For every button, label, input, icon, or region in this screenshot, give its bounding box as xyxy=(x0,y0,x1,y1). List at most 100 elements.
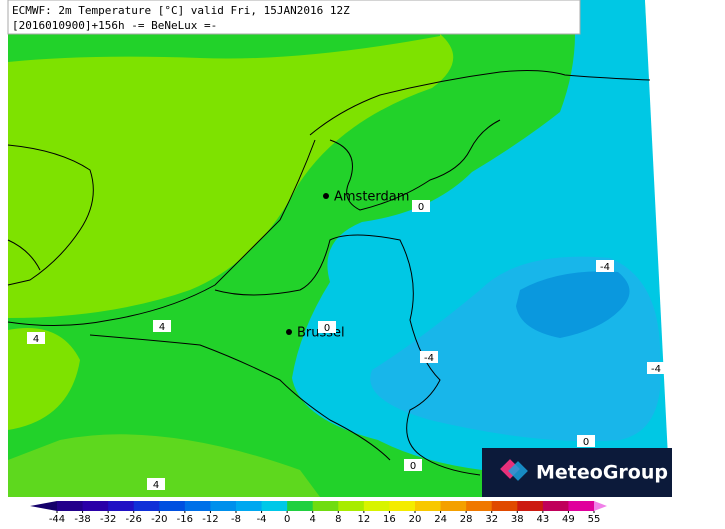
colorbar-tick-label: 16 xyxy=(383,514,396,525)
contour-label: 0 xyxy=(404,459,422,472)
colorbar-segment xyxy=(517,501,544,511)
contour-label-text: 0 xyxy=(410,461,416,472)
border xyxy=(89,334,391,461)
logo-text: MeteoGroup xyxy=(536,462,668,484)
zone-warm-north xyxy=(8,34,453,312)
city-label: Amsterdam xyxy=(334,190,409,205)
contour-label: -4 xyxy=(647,362,665,375)
coastline xyxy=(309,70,651,136)
colorbar-segment xyxy=(415,501,442,511)
temperature-field xyxy=(8,0,725,497)
city-dot xyxy=(286,329,292,335)
colorbar-segment xyxy=(82,501,109,511)
colorbar-segment xyxy=(210,501,237,511)
colorbar-tick-label: 8 xyxy=(335,514,341,525)
contour-label: 4 xyxy=(147,478,165,491)
colorbar-segment xyxy=(363,501,390,511)
header-title: ECMWF: 2m Temperature [°C] valid Fri, 15… xyxy=(12,4,350,17)
coastlines xyxy=(7,70,651,476)
contour-label-text: 4 xyxy=(159,322,165,333)
colorbar-tick-label: -16 xyxy=(177,514,193,525)
colorbar-segment xyxy=(261,501,288,511)
zone-warm-south xyxy=(8,434,320,497)
colorbar-segment xyxy=(57,501,84,511)
contour-label-box xyxy=(412,200,430,212)
colorbar-tick-label: 49 xyxy=(562,514,575,525)
zone-coldest xyxy=(516,271,630,338)
colorbar-tick-label: 43 xyxy=(536,514,549,525)
colorbar-segment xyxy=(568,501,595,511)
colorbar-segment xyxy=(312,501,339,511)
colorbar-arrow-right xyxy=(594,501,607,511)
logo-icon xyxy=(500,459,528,481)
contour-label-text: 4 xyxy=(153,480,159,491)
colorbar-segment xyxy=(542,501,569,511)
colorbar-tick-label: -20 xyxy=(151,514,167,525)
contour-label-text: -4 xyxy=(424,353,434,364)
colorbar-segment xyxy=(159,501,186,511)
contour-label-box xyxy=(647,362,665,374)
contour-label-box xyxy=(404,459,422,471)
colorbar-segment xyxy=(338,501,365,511)
contour-label: 0 xyxy=(577,435,595,448)
header-box xyxy=(7,0,581,35)
contour-label: 4 xyxy=(27,332,45,345)
zone-mild-top xyxy=(8,30,440,62)
colorbar: -44 -38 -32 -26 -20 -16 -12 -8 -4 0 4 8 12 16 20 24 28 32… xyxy=(30,501,607,525)
colorbar-tick-label: -8 xyxy=(231,514,241,525)
colorbar-tick-label: -26 xyxy=(126,514,142,525)
contour-label: 0 xyxy=(412,200,430,213)
contour-label-text: 4 xyxy=(33,334,39,345)
colorbar-segment xyxy=(236,501,263,511)
contour-label: -4 xyxy=(596,260,614,273)
contour-label-box xyxy=(147,478,165,490)
header-subtitle: [2016010900]+156h -= BeNeLux =- xyxy=(12,19,217,32)
contour-label-text: 0 xyxy=(324,323,330,334)
colorbar-tick-label: 38 xyxy=(511,514,524,525)
contour-label: 4 xyxy=(153,320,171,333)
coastline xyxy=(7,144,94,286)
coastline xyxy=(7,139,316,327)
contour-label-text: -4 xyxy=(600,262,610,273)
colorbar-tick-label: -44 xyxy=(49,514,65,525)
city-dot xyxy=(323,193,329,199)
contour-label-box xyxy=(153,320,171,332)
coastline xyxy=(329,119,501,211)
colorbar-segment xyxy=(108,501,135,511)
contour-label: 0 xyxy=(318,321,336,334)
colorbar-tick-label: 4 xyxy=(310,514,316,525)
contour-label-text: -4 xyxy=(651,364,661,375)
colorbar-segment xyxy=(440,501,467,511)
colorbar-segment xyxy=(184,501,211,511)
contour-label-box xyxy=(577,435,595,447)
colorbar-tick-label: 32 xyxy=(485,514,498,525)
colorbar-arrow-left xyxy=(30,501,57,511)
colorbar-tick-label: -32 xyxy=(100,514,116,525)
zone-warm-coast xyxy=(8,328,80,430)
colorbar-tick-label: -38 xyxy=(74,514,90,525)
border xyxy=(214,234,481,476)
colorbar-tick-label: 55 xyxy=(588,514,601,525)
contour-label-box xyxy=(596,260,614,272)
colorbar-tick-label: 24 xyxy=(434,514,447,525)
colorbar-segment xyxy=(389,501,416,511)
colorbar-tick-label: -4 xyxy=(257,514,267,525)
colorbar-segment xyxy=(287,501,314,511)
coastline xyxy=(7,239,41,271)
colorbar-segment xyxy=(466,501,493,511)
contour-label-text: 0 xyxy=(583,437,589,448)
colorbar-tick-label: 12 xyxy=(357,514,370,525)
colorbar-segment xyxy=(491,501,518,511)
contour-label: -4 xyxy=(420,351,438,364)
colorbar-segment xyxy=(133,501,160,511)
colorbar-tick-label: 0 xyxy=(284,514,290,525)
colorbar-tick-label: 20 xyxy=(409,514,422,525)
contour-label-text: 0 xyxy=(418,202,424,213)
contour-label-box xyxy=(27,332,45,344)
contour-label-box xyxy=(318,321,336,333)
colorbar-tick-label: -12 xyxy=(202,514,218,525)
contour-label-box xyxy=(420,351,438,363)
colorbar-tick-label: 28 xyxy=(460,514,473,525)
